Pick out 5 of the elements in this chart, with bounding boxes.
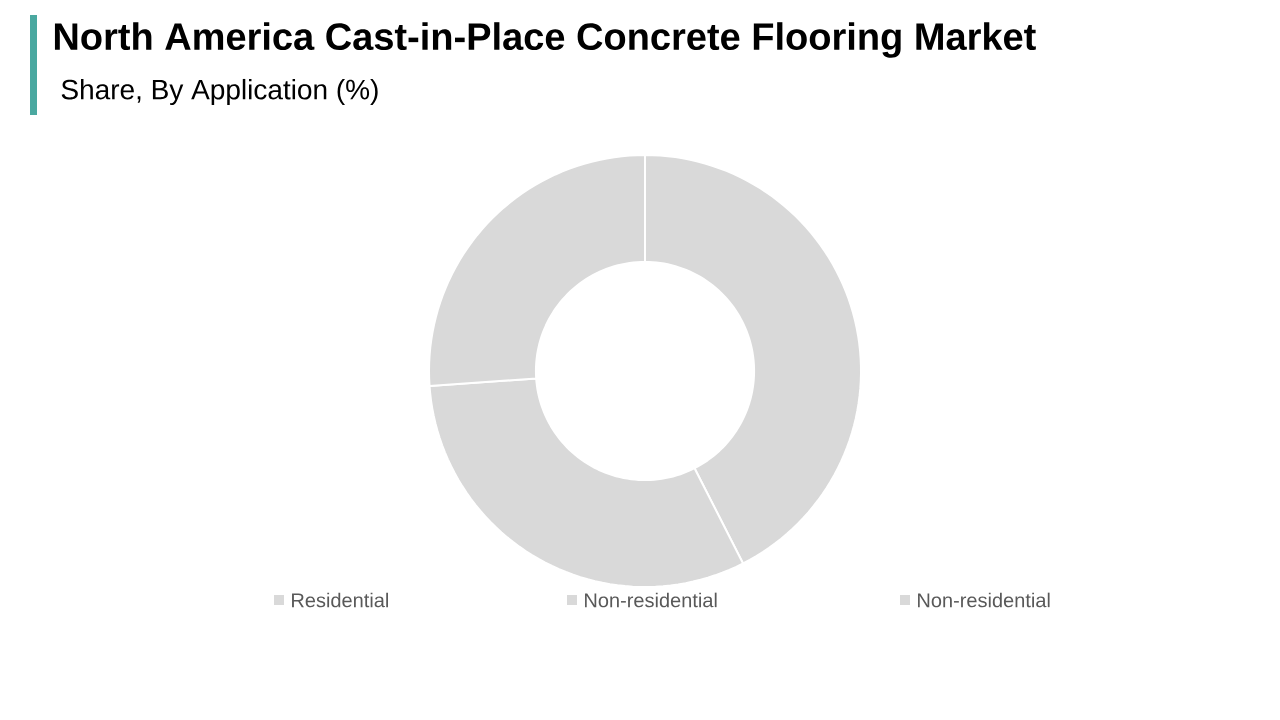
legend-label: Non-residential — [918, 592, 1050, 608]
legend-label: Non-residential — [585, 592, 717, 608]
legend-label: Residential — [292, 592, 388, 608]
chart-subtitle: Share, By Application (%) — [61, 78, 378, 106]
chart-title: North America Cast-in-Place Concrete Flooring Market — [54, 22, 1036, 58]
